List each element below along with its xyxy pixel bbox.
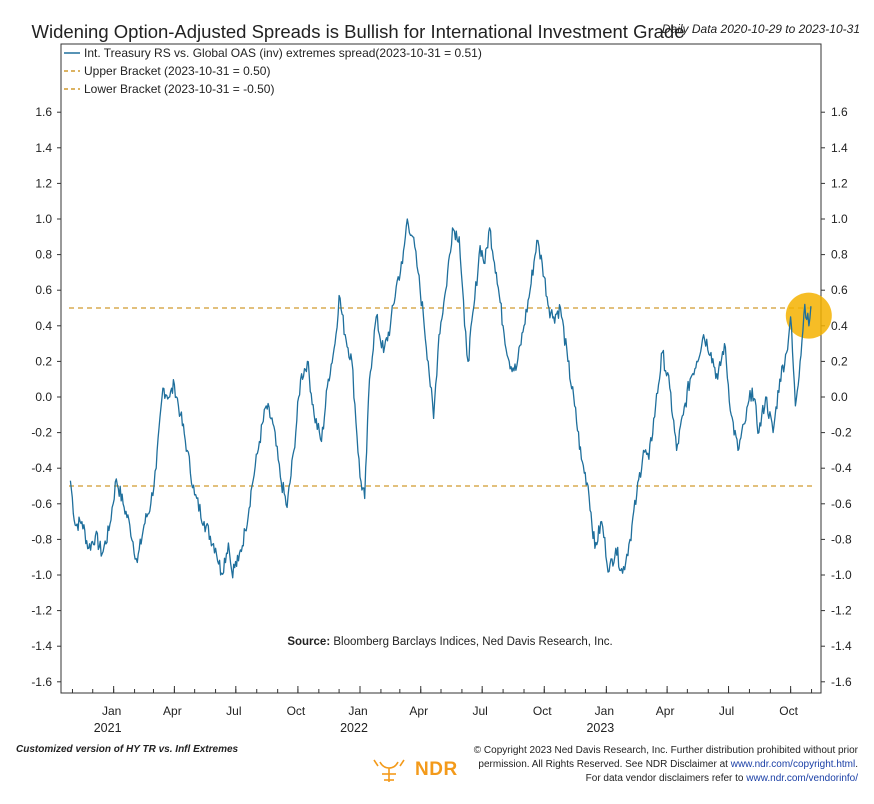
x-year-label: 2023: [586, 721, 614, 735]
y-tick-label-right: -0.6: [831, 497, 852, 511]
y-tick-label-right: -0.4: [831, 461, 852, 475]
copyright-line-3: For data vendor disclaimers refer to www…: [438, 772, 858, 786]
y-tick-label-left: -0.8: [31, 532, 52, 546]
y-tick-label-left: 0.6: [35, 283, 52, 297]
x-tick-label: Jan: [595, 704, 614, 718]
y-tick-label-left: 0.0: [35, 390, 52, 404]
y-tick-label-left: -1.6: [31, 675, 52, 689]
legend: Int. Treasury RS vs. Global OAS (inv) ex…: [64, 46, 482, 96]
y-tick-label-left: 0.2: [35, 354, 52, 368]
copyright-link[interactable]: www.ndr.com/copyright.html: [730, 759, 856, 770]
x-tick-label: Jan: [102, 704, 121, 718]
y-tick-label-right: 1.2: [831, 176, 848, 190]
y-tick-label-left: 1.0: [35, 212, 52, 226]
y-tick-label-left: 0.8: [35, 248, 52, 262]
copyright-line-3-text: For data vendor disclaimers refer to: [585, 773, 747, 784]
chart-title: Widening Option-Adjusted Spreads is Bull…: [32, 21, 685, 42]
y-tick-label-right: 1.0: [831, 212, 848, 226]
y-tick-label-right: -1.0: [831, 568, 852, 582]
source-note: Source: Bloomberg Barclays Indices, Ned …: [287, 636, 612, 648]
legend-label: Lower Bracket (2023-10-31 = -0.50): [84, 82, 274, 96]
copyright-line-1: © Copyright 2023 Ned Davis Research, Inc…: [473, 745, 858, 756]
y-tick-label-right: -0.8: [831, 532, 852, 546]
x-year-label: 2022: [340, 721, 368, 735]
copyright-line-2: permission. All Rights Reserved. See NDR…: [478, 759, 858, 770]
x-tick-label: Oct: [779, 704, 798, 718]
y-tick-label-right: -1.4: [831, 639, 852, 653]
y-tick-label-left: 1.4: [35, 141, 52, 155]
y-tick-label-left: -1.4: [31, 639, 52, 653]
y-tick-label-right: 0.6: [831, 283, 848, 297]
legend-label: Upper Bracket (2023-10-31 = 0.50): [84, 64, 270, 78]
highlight-circle: [785, 292, 832, 339]
x-tick-label: Jul: [226, 704, 241, 718]
x-tick-label: Apr: [656, 704, 675, 718]
y-tick-label-right: -1.6: [831, 675, 852, 689]
x-tick-label: Apr: [163, 704, 182, 718]
ndr-logo: [373, 759, 405, 782]
y-tick-label-right: 0.0: [831, 390, 848, 404]
chart-subtitle: Daily Data 2020-10-29 to 2023-10-31: [662, 22, 860, 36]
x-tick-label: Apr: [409, 704, 428, 718]
y-tick-label-left: 0.4: [35, 319, 52, 333]
y-tick-label-right: 0.8: [831, 248, 848, 262]
y-tick-label-left: -0.6: [31, 497, 52, 511]
customized-note: Customized version of HY TR vs. Infl Ext…: [16, 744, 239, 755]
bracket-lines: [69, 307, 813, 487]
legend-label: Int. Treasury RS vs. Global OAS (inv) ex…: [84, 46, 482, 60]
axis-ticks: 1.6 1.6 1.4 1.4 1.2 1.2 1.0 1.0 0.8 0.8 0.6 0.6 0.4 0…: [31, 105, 852, 735]
x-tick-label: Jan: [348, 704, 367, 718]
copyright-block: © Copyright 2023 Ned Davis Research, Inc…: [438, 744, 858, 786]
logo-text: NDR: [415, 759, 458, 780]
y-tick-label-right: 0.4: [831, 319, 848, 333]
y-tick-label-right: 1.4: [831, 141, 848, 155]
series-layer: [69, 218, 832, 579]
x-tick-label: Oct: [533, 704, 552, 718]
x-tick-label: Jul: [473, 704, 488, 718]
y-tick-label-left: -0.4: [31, 461, 52, 475]
source-prefix: Source:: [287, 636, 330, 648]
y-tick-label-right: -1.2: [831, 604, 852, 618]
vendorinfo-link[interactable]: www.ndr.com/vendorinfo/: [746, 773, 858, 784]
x-tick-label: Oct: [287, 704, 306, 718]
y-tick-label-left: 1.6: [35, 105, 52, 119]
y-tick-label-left: 1.2: [35, 176, 52, 190]
y-tick-label-right: -0.2: [831, 426, 852, 440]
y-tick-label-left: -1.2: [31, 604, 52, 618]
y-tick-label-left: -1.0: [31, 568, 52, 582]
y-tick-label-left: -0.2: [31, 426, 52, 440]
x-year-label: 2021: [94, 721, 122, 735]
plot-frame: [60, 43, 822, 694]
copyright-line-2-text: permission. All Rights Reserved. See NDR…: [478, 759, 731, 770]
y-tick-label-right: 0.2: [831, 354, 848, 368]
x-tick-label: Jul: [719, 704, 734, 718]
chart: Widening Option-Adjusted Spreads is Bull…: [31, 21, 860, 735]
y-tick-label-right: 1.6: [831, 105, 848, 119]
source-text: Bloomberg Barclays Indices, Ned Davis Re…: [330, 636, 613, 648]
bull-icon: [373, 759, 405, 782]
series-line-spread: [69, 218, 812, 579]
